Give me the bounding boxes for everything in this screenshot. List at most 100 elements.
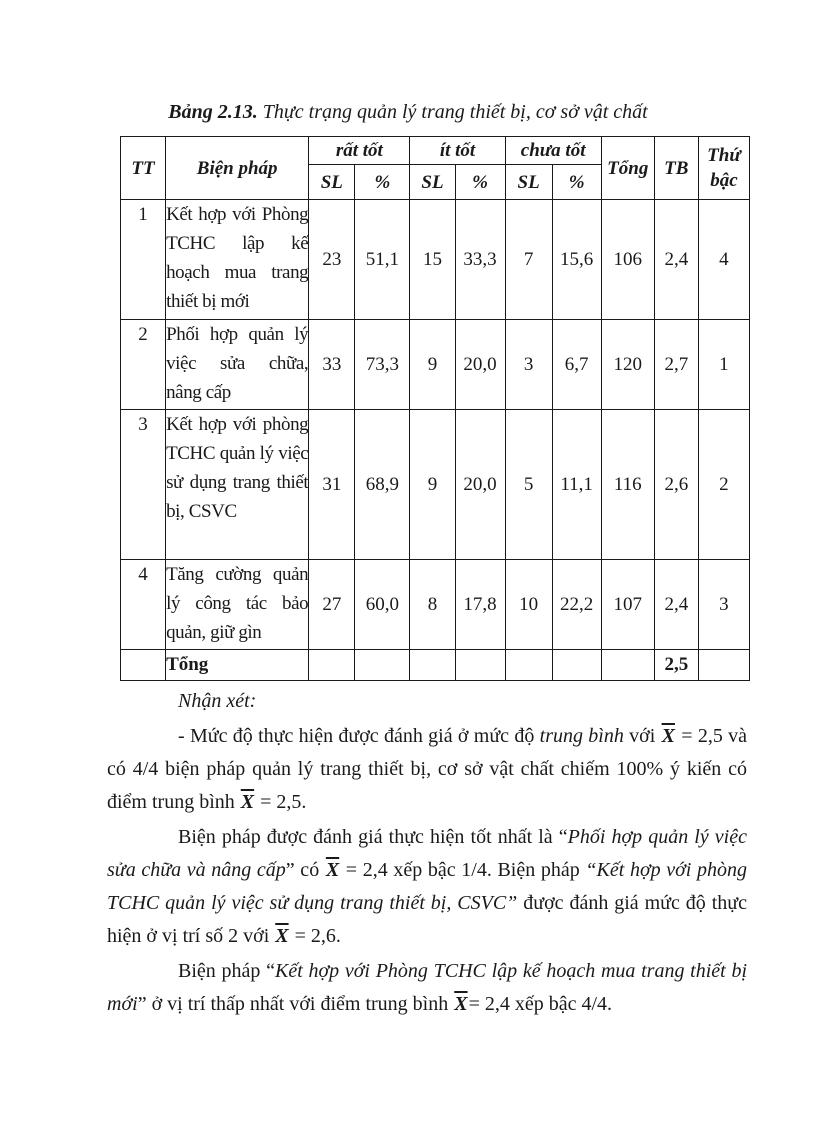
table-caption: Bảng 2.13. Thực trạng quản lý trang thiế… <box>0 100 816 124</box>
row4-pct-rat-tot: 60,0 <box>354 559 411 650</box>
total-tb: 2,5 <box>653 649 699 681</box>
row1-tt: 1 <box>119 199 167 320</box>
text-segment: ” có <box>285 859 325 881</box>
row1-thu-bac: 4 <box>697 199 751 320</box>
row2-pct-it-tot: 20,0 <box>454 319 506 410</box>
row1-sl-it-tot: 15 <box>409 199 456 320</box>
row3-pct-rat-tot: 68,9 <box>354 409 411 560</box>
text-segment: Biện pháp “ <box>178 960 275 982</box>
note-paragraph-3: Biện pháp “Kết hợp với Phòng TCHC lập kế… <box>107 955 747 1021</box>
row2-thu-bac: 1 <box>697 319 751 410</box>
notes-section: Nhận xét: - Mức độ thực hiện được đánh g… <box>107 685 747 1021</box>
header-sl-rat-tot: SL <box>308 164 356 200</box>
row4-sl-rat-tot: 27 <box>308 559 356 650</box>
text-segment: “Kết hợp với phòng TCHC quản lý việc sử … <box>107 859 747 914</box>
row1-pct-chua-tot: 15,6 <box>551 199 602 320</box>
row4-sl-it-tot: 8 <box>409 559 456 650</box>
row1-sl-rat-tot: 23 <box>308 199 356 320</box>
survey-table: TT Biện pháp rất tốt ít tốt chưa tốt Tổn… <box>119 136 751 681</box>
row1-tong: 106 <box>600 199 655 320</box>
table-row-3: 3 Kết hợp với phòng TCHC quản lý việc sử… <box>119 409 751 560</box>
row3-tt: 3 <box>119 409 167 560</box>
text-segment: Biện pháp được đánh giá thực hiện tốt nh… <box>178 826 568 848</box>
header-tb: TB <box>653 136 699 200</box>
row4-sl-chua-tot: 10 <box>504 559 553 650</box>
text-segment: = 2,6. <box>289 925 341 947</box>
total-tong-empty <box>600 649 655 681</box>
header-bien-phap: Biện pháp <box>165 136 310 200</box>
total-tt-empty <box>119 649 167 681</box>
header-pct-it-tot: % <box>454 164 506 200</box>
x-bar-symbol: X <box>240 791 255 813</box>
row4-pct-it-tot: 17,8 <box>454 559 506 650</box>
table-row-2: 2 Phối hợp quản lý việc sửa chữa, nâng c… <box>119 319 751 410</box>
text-segment: = 2,5. <box>255 791 307 813</box>
row2-tb: 2,7 <box>653 319 699 410</box>
total-pct-it-tot-empty <box>454 649 506 681</box>
header-sl-it-tot: SL <box>409 164 456 200</box>
row1-pct-rat-tot: 51,1 <box>354 199 411 320</box>
x-bar-symbol: X <box>275 925 289 947</box>
header-pct-chua-tot: % <box>551 164 602 200</box>
note-paragraph-1: - Mức độ thực hiện được đánh giá ở mức đ… <box>107 720 747 819</box>
row3-sl-chua-tot: 5 <box>504 409 553 560</box>
row2-tt: 2 <box>119 319 167 410</box>
text-segment: - Mức độ thực hiện được đánh giá ở mức đ… <box>178 725 540 747</box>
row1-sl-chua-tot: 7 <box>504 199 553 320</box>
row3-tong: 116 <box>600 409 655 560</box>
header-row-sub: SL % SL % SL % <box>121 164 750 200</box>
row4-tb: 2,4 <box>653 559 699 650</box>
header-group-chua-tot: chưa tốt <box>504 136 602 165</box>
total-label: Tổng <box>165 649 310 681</box>
row3-sl-rat-tot: 31 <box>308 409 356 560</box>
text-segment: = 2,4 xếp bậc 1/4. Biện pháp <box>340 859 586 881</box>
table-row-total: Tổng 2,5 <box>119 649 751 681</box>
header-group-rat-tot: rất tốt <box>308 136 411 165</box>
header-tong: Tổng <box>600 136 655 200</box>
text-segment: trung bình <box>539 725 624 747</box>
table-caption-number: Bảng 2.13. <box>168 101 258 123</box>
row3-measure: Kết hợp với phòng TCHC quản lý việc sử d… <box>165 409 310 560</box>
table-caption-title: Thực trạng quản lý trang thiết bị, cơ sở… <box>257 101 648 123</box>
header-group-it-tot: ít tốt <box>409 136 506 165</box>
row2-sl-chua-tot: 3 <box>504 319 553 410</box>
row4-pct-chua-tot: 22,2 <box>551 559 602 650</box>
row4-thu-bac: 3 <box>697 559 751 650</box>
row2-tong: 120 <box>600 319 655 410</box>
x-bar-symbol: X <box>454 993 468 1015</box>
x-bar-symbol: X <box>661 725 675 747</box>
row4-tong: 107 <box>600 559 655 650</box>
row1-tb: 2,4 <box>653 199 699 320</box>
note-paragraph-2: Biện pháp được đánh giá thực hiện tốt nh… <box>107 821 747 953</box>
text-segment: được đánh giá mức độ thực hiện ở vị trí … <box>107 892 747 947</box>
text-segment: với <box>623 725 661 747</box>
table-row-4: 4 Tăng cường quản lý công tác bảo quản, … <box>119 559 751 650</box>
row3-sl-it-tot: 9 <box>409 409 456 560</box>
text-segment: Kết hợp với Phòng TCHC lập kế hoạch mua … <box>107 960 748 1015</box>
total-pct-rat-tot-empty <box>354 649 411 681</box>
row1-pct-it-tot: 33,3 <box>454 199 506 320</box>
row4-tt: 4 <box>119 559 167 650</box>
total-pct-chua-tot-empty <box>551 649 602 681</box>
header-thu-bac: Thứ bậc <box>697 136 751 200</box>
notes-heading: Nhận xét: <box>178 690 257 712</box>
row3-thu-bac: 2 <box>697 409 751 560</box>
text-segment: ” ở vị trí thấp nhất với điểm trung bình <box>137 993 454 1015</box>
total-thu-bac-empty <box>697 649 751 681</box>
table-row-1: 1 Kết hợp với Phòng TCHC lập kế hoạch mu… <box>119 199 751 320</box>
text-segment: = 2,5 và có 4/4 biện pháp quản lý trang … <box>107 725 747 813</box>
row2-sl-rat-tot: 33 <box>308 319 356 410</box>
total-sl-rat-tot-empty <box>308 649 356 681</box>
header-pct-rat-tot: % <box>354 164 411 200</box>
row1-measure: Kết hợp với Phòng TCHC lập kế hoạch mua … <box>165 199 310 320</box>
text-segment: Phối hợp quản lý việc sửa chữa và nâng c… <box>107 826 747 881</box>
text-segment: = 2,4 xếp bậc 4/4. <box>468 993 613 1015</box>
row4-measure: Tăng cường quản lý công tác bảo quản, gi… <box>165 559 310 650</box>
row3-tb: 2,6 <box>653 409 699 560</box>
x-bar-symbol: X <box>325 859 340 881</box>
row3-pct-it-tot: 20,0 <box>454 409 506 560</box>
total-sl-it-tot-empty <box>409 649 456 681</box>
total-sl-chua-tot-empty <box>504 649 553 681</box>
row2-pct-rat-tot: 73,3 <box>354 319 411 410</box>
